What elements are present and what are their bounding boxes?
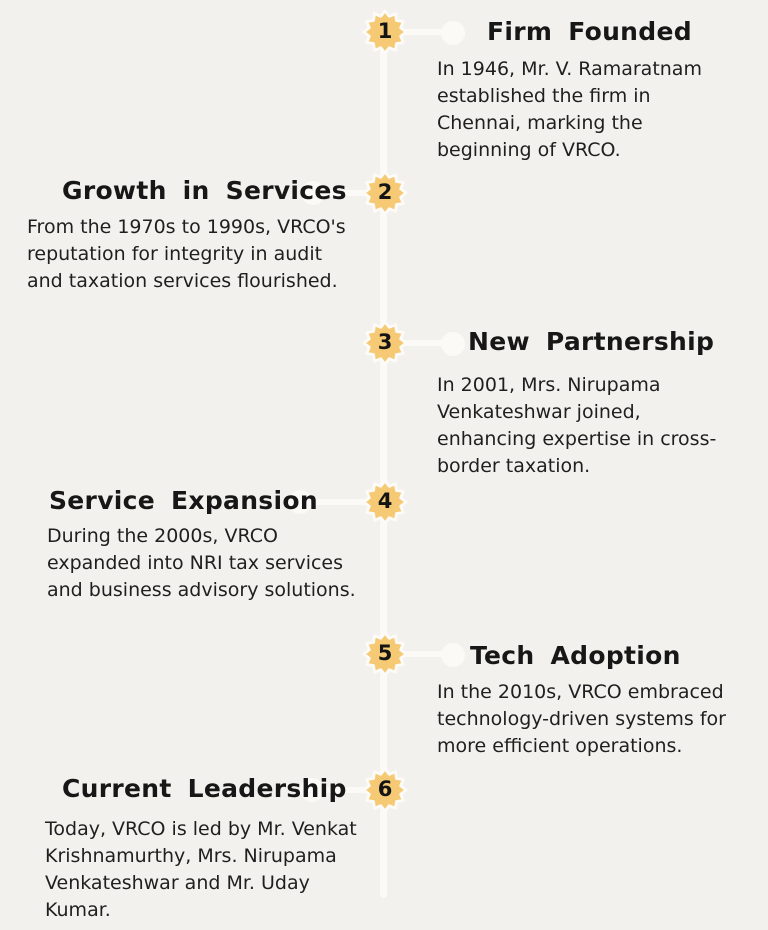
milestone-description: Today, VRCO is led by Mr. Venkat Krishna… [45, 818, 357, 921]
starburst-icon [362, 479, 408, 525]
milestone-description: During the 2000s, VRCO expanded into NRI… [47, 525, 356, 601]
starburst-badge: 6 [362, 767, 408, 813]
connector-dot [301, 181, 325, 205]
connector-dot [441, 643, 465, 667]
milestone-description: In 1946, Mr. V. Ramaratnam established t… [437, 58, 702, 161]
connector-line [300, 499, 375, 505]
connector-line [312, 787, 375, 793]
connector-line [395, 340, 455, 346]
starburst-icon [362, 9, 408, 55]
starburst-icon [362, 767, 408, 813]
connector-line [395, 651, 455, 657]
milestone-title: Service Expansion [49, 486, 318, 515]
milestone-number: 4 [377, 489, 393, 513]
starburst-badge: 1 [362, 9, 408, 55]
connector-dot [288, 490, 312, 514]
milestone-description: In the 2010s, VRCO embraced technology-d… [437, 681, 726, 757]
starburst-icon [362, 170, 408, 216]
milestone-title: Current Leadership [62, 774, 347, 803]
connector-line [313, 190, 375, 196]
connector-line [395, 29, 455, 35]
connector-dot [300, 778, 324, 802]
milestone-title: Growth in Services [62, 176, 347, 205]
milestone-title: Tech Adoption [470, 641, 681, 670]
milestone-number: 1 [377, 19, 393, 43]
starburst-icon [362, 631, 408, 677]
milestone-number: 3 [377, 330, 393, 354]
starburst-badge: 5 [362, 631, 408, 677]
timeline-axis [380, 30, 387, 898]
starburst-icon [362, 320, 408, 366]
milestone-description: From the 1970s to 1990s, VRCO's reputati… [27, 216, 346, 292]
starburst-badge: 3 [362, 320, 408, 366]
milestone-description: In 2001, Mrs. Nirupama Venkateshwar join… [437, 374, 717, 477]
milestone-number: 2 [377, 180, 393, 204]
milestone-title: Firm Founded [487, 17, 692, 46]
starburst-badge: 2 [362, 170, 408, 216]
starburst-badge: 4 [362, 479, 408, 525]
connector-dot [441, 332, 465, 356]
milestone-number: 5 [377, 641, 393, 665]
milestone-number: 6 [377, 777, 393, 801]
connector-dot [441, 21, 465, 45]
milestone-title: New Partnership [468, 327, 715, 356]
